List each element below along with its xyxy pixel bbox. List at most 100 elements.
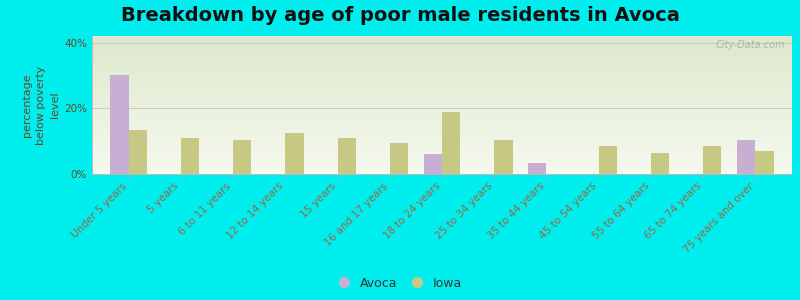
Bar <box>92 99 792 100</box>
Bar <box>92 150 792 151</box>
Bar <box>92 158 792 159</box>
Bar <box>92 164 792 165</box>
Bar <box>92 72 792 73</box>
Bar <box>92 82 792 83</box>
Bar <box>92 157 792 158</box>
Bar <box>92 97 792 98</box>
Bar <box>92 56 792 57</box>
Bar <box>92 112 792 113</box>
Bar <box>92 129 792 130</box>
Bar <box>92 48 792 49</box>
Bar <box>92 46 792 47</box>
Bar <box>92 39 792 40</box>
Bar <box>92 49 792 50</box>
Bar <box>92 67 792 68</box>
Bar <box>92 87 792 88</box>
Bar <box>92 136 792 137</box>
Bar <box>92 61 792 62</box>
Bar <box>92 122 792 123</box>
Bar <box>528 163 546 174</box>
Bar <box>92 60 792 61</box>
Bar <box>92 55 792 56</box>
Bar <box>92 76 792 77</box>
Bar <box>92 92 792 93</box>
Bar <box>92 102 792 103</box>
Bar <box>442 112 460 174</box>
Bar <box>92 170 792 171</box>
Bar <box>92 78 792 79</box>
Bar <box>92 88 792 89</box>
Bar <box>92 41 792 42</box>
Bar <box>92 43 792 44</box>
Legend: Avoca, Iowa: Avoca, Iowa <box>334 273 466 294</box>
Bar <box>92 148 792 149</box>
Bar <box>92 105 792 106</box>
Bar <box>92 96 792 97</box>
Bar <box>92 115 792 116</box>
Bar <box>92 166 792 167</box>
Bar <box>92 57 792 58</box>
Bar <box>92 128 792 129</box>
Bar <box>92 47 792 48</box>
Bar <box>92 155 792 156</box>
Bar <box>92 141 792 142</box>
Bar <box>92 110 792 111</box>
Bar <box>92 93 792 94</box>
Bar <box>92 106 792 107</box>
Y-axis label: percentage
below poverty
level: percentage below poverty level <box>22 65 60 145</box>
Bar <box>92 123 792 124</box>
Bar <box>598 146 617 174</box>
Bar <box>92 147 792 148</box>
Bar <box>92 113 792 114</box>
Bar <box>92 74 792 75</box>
Bar <box>92 66 792 67</box>
Bar <box>703 146 722 174</box>
Bar <box>92 134 792 135</box>
Bar <box>92 160 792 161</box>
Bar <box>92 111 792 112</box>
Bar <box>92 90 792 91</box>
Bar <box>390 143 408 174</box>
Bar <box>92 168 792 169</box>
Bar <box>92 89 792 90</box>
Bar <box>92 44 792 45</box>
Bar <box>92 159 792 160</box>
Bar <box>92 107 792 108</box>
Bar <box>338 138 356 174</box>
Bar <box>92 59 792 60</box>
Bar <box>651 153 670 174</box>
Bar <box>92 75 792 76</box>
Bar <box>92 131 792 132</box>
Bar <box>494 140 513 174</box>
Bar <box>92 53 792 54</box>
Bar <box>92 172 792 173</box>
Bar <box>92 91 792 92</box>
Bar <box>92 68 792 69</box>
Bar <box>92 124 792 125</box>
Bar <box>92 39 792 40</box>
Bar <box>92 81 792 82</box>
Bar <box>92 38 792 39</box>
Bar <box>92 65 792 66</box>
Bar <box>92 83 792 84</box>
Bar <box>92 117 792 118</box>
Bar <box>92 98 792 99</box>
Bar <box>92 77 792 78</box>
Bar <box>92 54 792 55</box>
Bar <box>424 154 442 174</box>
Bar <box>92 171 792 172</box>
Bar <box>92 95 792 96</box>
Bar <box>92 127 792 128</box>
Bar <box>92 156 792 157</box>
Bar <box>92 133 792 134</box>
Bar <box>92 121 792 122</box>
Bar <box>92 167 792 168</box>
Bar <box>92 146 792 147</box>
Bar <box>92 101 792 102</box>
Bar <box>92 36 792 37</box>
Bar <box>129 130 147 174</box>
Bar <box>92 137 792 138</box>
Bar <box>92 135 792 136</box>
Bar <box>92 139 792 140</box>
Text: City-Data.com: City-Data.com <box>715 40 785 50</box>
